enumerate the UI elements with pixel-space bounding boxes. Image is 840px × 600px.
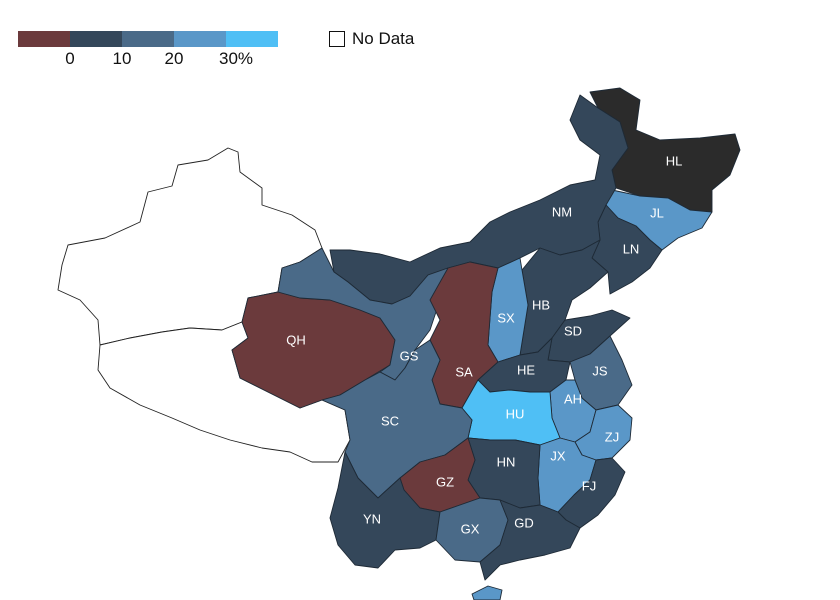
no-data-label: No Data <box>352 29 415 48</box>
province-HI <box>471 585 503 600</box>
province-label-AH: AH <box>564 391 582 406</box>
province-label-GS: GS <box>400 348 419 363</box>
province-label-SA: SA <box>455 364 473 379</box>
province-GD <box>479 499 581 581</box>
province-label-JS: JS <box>592 363 608 378</box>
province-label-ZJ: ZJ <box>605 429 619 444</box>
province-label-SC: SC <box>381 413 399 428</box>
province-label-FJ: FJ <box>582 478 596 493</box>
province-labels: HL JL LN NM HB SX SD QH GS SA HE JS AH HU SC ZJ JX HN FJ GZ… <box>286 153 682 536</box>
province-label-SX: SX <box>497 310 515 325</box>
province-YN <box>329 451 441 569</box>
province-label-HB: HB <box>532 297 550 312</box>
province-label-JX: JX <box>550 448 566 463</box>
province-label-QH: QH <box>286 332 306 347</box>
province-label-HL: HL <box>666 153 683 168</box>
province-label-YN: YN <box>363 511 381 526</box>
province-SC <box>321 339 473 499</box>
no-data-legend: No Data <box>329 29 414 49</box>
legend-tick-20: 20 <box>164 49 184 68</box>
province-label-SD: SD <box>564 323 582 338</box>
legend-tick-0: 0 <box>65 49 75 68</box>
legend-swatch-20-30 <box>174 31 226 47</box>
province-label-NM: NM <box>552 204 572 219</box>
color-legend: 0 10 20 30% <box>18 31 278 71</box>
province-label-HE: HE <box>517 362 535 377</box>
legend-tick-30: 30% <box>218 49 254 68</box>
province-GS <box>277 247 449 381</box>
province-label-HN: HN <box>497 454 516 469</box>
province-label-LN: LN <box>623 241 640 256</box>
no-data-swatch <box>329 31 345 47</box>
province-label-GD: GD <box>514 515 534 530</box>
legend-swatch-30-plus <box>226 31 278 47</box>
province-label-HU: HU <box>506 406 525 421</box>
province-label-GZ: GZ <box>436 474 454 489</box>
legend-tick-10: 10 <box>112 49 132 68</box>
legend-swatch-10-20 <box>122 31 174 47</box>
legend-swatch-negative <box>18 31 70 47</box>
province-label-GX: GX <box>461 521 480 536</box>
province-label-JL: JL <box>650 205 664 220</box>
legend-swatch-0-10 <box>70 31 122 47</box>
